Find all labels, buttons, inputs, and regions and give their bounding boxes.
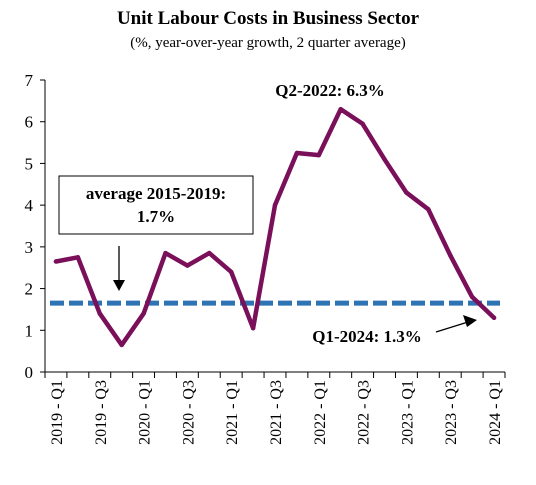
data-point [294, 150, 300, 156]
average-annotation-line1: average 2015-2019: [86, 184, 226, 203]
peak-annotation: Q2-2022: 6.3% [275, 81, 385, 100]
x-tick-label: 2024 - Q1 [487, 380, 504, 445]
x-tick-label: 2022 - Q1 [312, 380, 329, 445]
data-point [491, 315, 497, 320]
data-point [469, 294, 475, 300]
x-tick-label: 2019 - Q1 [49, 380, 66, 445]
x-tick-label: 2022 - Q3 [356, 380, 373, 445]
x-axis-ticks: 2019 - Q1 2019 - Q3 2020 - Q1 2020 - Q3 2021… [44, 372, 506, 445]
y-tick-label: 0 [25, 363, 34, 382]
latest-annotation: Q1-2024: 1.3% [312, 327, 422, 346]
x-tick-label: 2020 - Q1 [137, 380, 154, 445]
data-point [338, 107, 343, 112]
data-point [163, 250, 168, 256]
chart-title: Unit Labour Costs in Business Sector [117, 8, 420, 29]
data-point [141, 311, 146, 316]
y-tick-label: 6 [25, 113, 34, 132]
data-point [250, 326, 256, 331]
data-point [404, 190, 409, 195]
data-point [382, 157, 387, 162]
y-tick-label: 2 [25, 280, 34, 299]
y-axis-ticks: 0 1 2 3 4 5 6 7 [25, 71, 45, 382]
y-tick-label: 1 [25, 321, 34, 340]
y-tick-label: 5 [25, 154, 34, 173]
data-point [53, 259, 59, 264]
x-tick-label: 2021 - Q1 [224, 380, 241, 445]
data-point [360, 121, 365, 127]
x-tick-label: 2019 - Q3 [93, 380, 110, 445]
data-point [426, 207, 431, 212]
y-tick-label: 4 [25, 196, 34, 215]
data-point [207, 250, 212, 256]
y-tick-label: 7 [25, 71, 34, 90]
data-points [53, 107, 497, 348]
average-annotation-box [58, 175, 254, 235]
x-tick-label: 2023 - Q3 [443, 380, 460, 445]
data-point [119, 342, 124, 348]
data-point [75, 255, 81, 260]
data-point [185, 263, 190, 268]
data-point [228, 269, 234, 275]
chart-subtitle: (%, year-over-year growth, 2 quarter ave… [130, 35, 406, 51]
x-tick-label: 2021 - Q3 [268, 380, 285, 445]
data-point [448, 253, 453, 258]
x-tick-label: 2023 - Q1 [399, 380, 416, 445]
y-tick-label: 3 [25, 238, 34, 257]
data-point [316, 152, 322, 158]
data-point [272, 202, 278, 208]
average-arrow [113, 246, 125, 291]
average-annotation-line2: 1.7% [137, 207, 175, 226]
data-point [97, 311, 102, 316]
x-tick-label: 2020 - Q3 [180, 380, 197, 445]
latest-arrow [435, 315, 477, 333]
